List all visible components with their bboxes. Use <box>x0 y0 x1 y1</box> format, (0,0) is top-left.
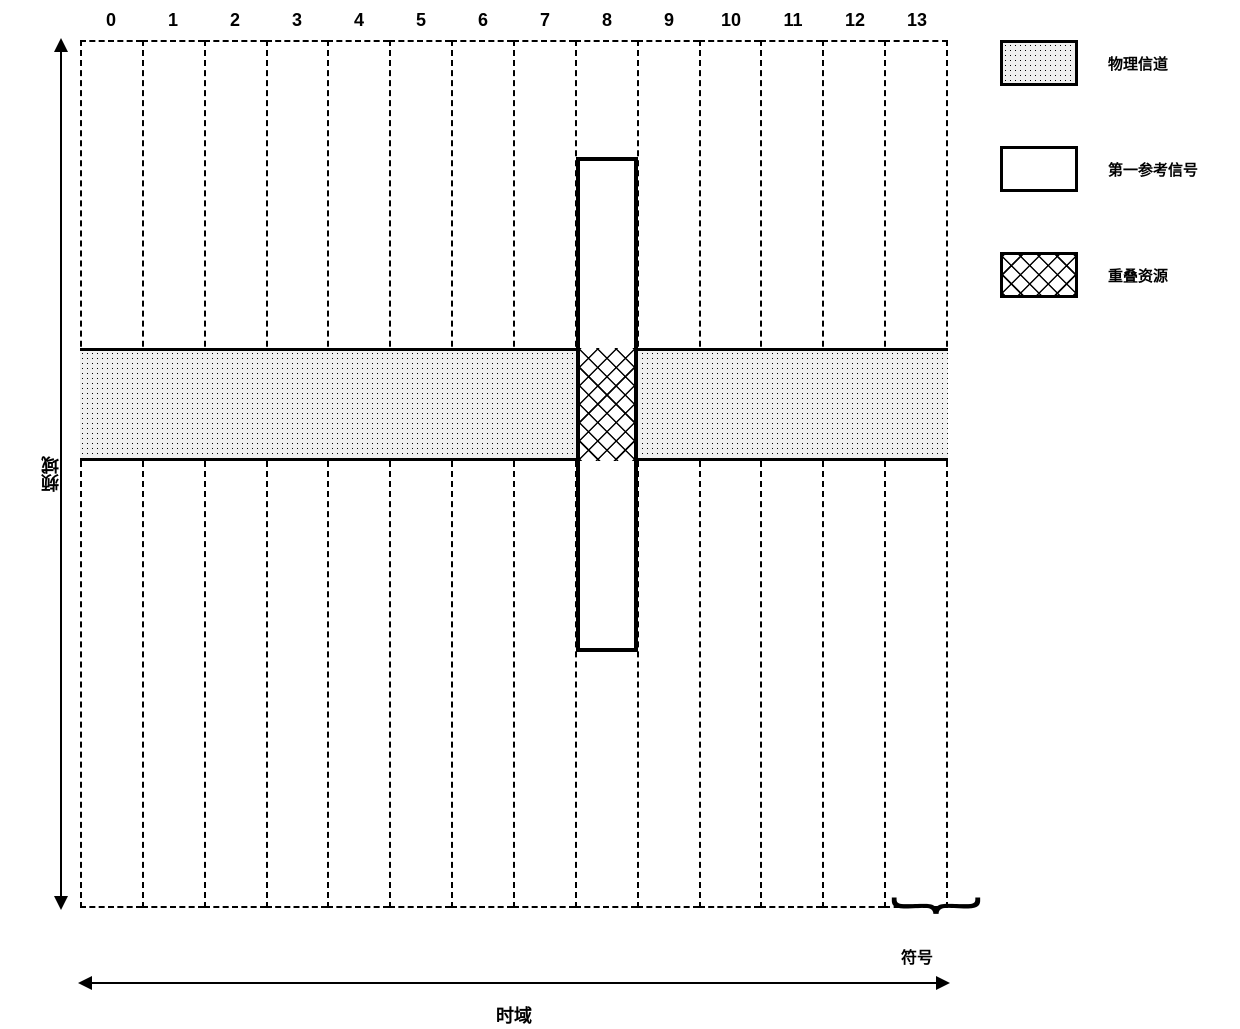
grid-column <box>142 40 204 908</box>
legend-label: 物理信道 <box>1108 53 1168 74</box>
grid-column <box>822 40 884 908</box>
legend: 物理信道 第一参考信号 重叠资源 <box>1000 40 1240 358</box>
legend-item-phys: 物理信道 <box>1000 40 1240 86</box>
col-label: 7 <box>514 10 576 38</box>
x-axis: 时域 <box>80 970 948 996</box>
arrow-down-icon <box>54 896 68 910</box>
physical-channel-band <box>80 348 948 461</box>
grid-column <box>266 40 328 908</box>
col-label: 9 <box>638 10 700 38</box>
column-labels-row: 0 1 2 3 4 5 6 7 8 9 10 11 12 13 <box>80 10 948 38</box>
grid-column <box>451 40 513 908</box>
legend-swatch-crosshatch <box>1000 252 1078 298</box>
grid-column <box>204 40 266 908</box>
col-label: 5 <box>390 10 452 38</box>
legend-label: 第一参考信号 <box>1108 159 1198 180</box>
grid-column <box>389 40 451 908</box>
grid-column <box>884 40 948 908</box>
col-label: 0 <box>80 10 142 38</box>
col-label: 1 <box>142 10 204 38</box>
grid-column <box>760 40 822 908</box>
col-label: 4 <box>328 10 390 38</box>
overlap-region <box>576 348 638 461</box>
arrow-right-icon <box>936 976 950 990</box>
grid-column <box>699 40 761 908</box>
diagram-container: 0 1 2 3 4 5 6 7 8 9 10 11 12 13 频域 <box>40 10 1220 1000</box>
legend-label: 重叠资源 <box>1108 265 1168 286</box>
col-label: 11 <box>762 10 824 38</box>
x-axis-label: 时域 <box>496 1002 532 1028</box>
grid-column <box>513 40 575 908</box>
resource-grid <box>80 40 948 908</box>
legend-swatch-dotted <box>1000 40 1078 86</box>
col-label: 10 <box>700 10 762 38</box>
grid-column <box>637 40 699 908</box>
col-label: 2 <box>204 10 266 38</box>
y-axis-label: 频域 <box>38 456 64 492</box>
legend-item-overlap: 重叠资源 <box>1000 252 1240 298</box>
col-label: 6 <box>452 10 514 38</box>
col-label: 3 <box>266 10 328 38</box>
grid-column <box>327 40 389 908</box>
legend-item-ref: 第一参考信号 <box>1000 146 1240 192</box>
grid-column <box>80 40 142 908</box>
legend-swatch-plain <box>1000 146 1078 192</box>
symbol-label: 符号 <box>901 944 933 968</box>
col-label: 8 <box>576 10 638 38</box>
col-label: 13 <box>886 10 948 38</box>
x-axis-line <box>80 982 948 984</box>
symbol-brace-icon: ︸ <box>889 920 982 940</box>
col-label: 12 <box>824 10 886 38</box>
y-axis: 频域 <box>48 40 74 908</box>
